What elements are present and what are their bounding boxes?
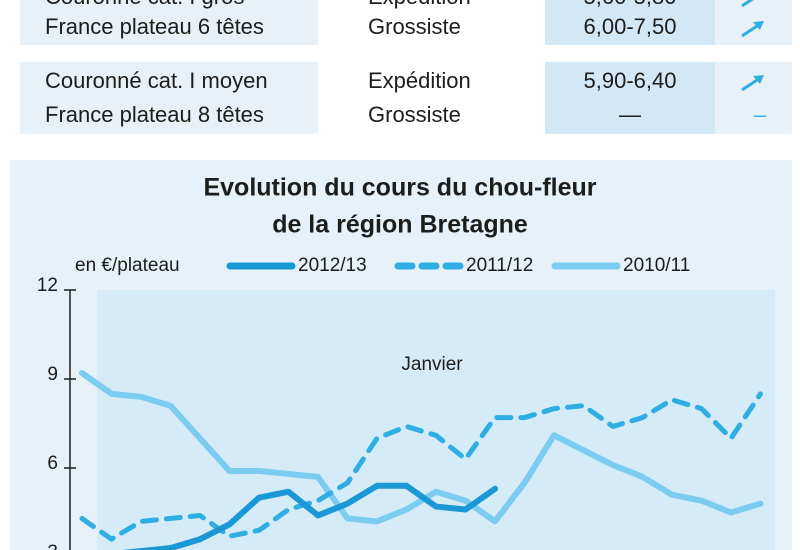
- y-tick-label: 12: [37, 275, 58, 296]
- cell-bg: [20, 0, 318, 45]
- chart-title: de la région Bretagne: [272, 211, 528, 239]
- trend-arrow: [741, 0, 754, 8]
- series-line: [79, 391, 763, 542]
- legend-label: 2010/11: [623, 255, 690, 276]
- cell-bg: [545, 0, 715, 45]
- cell-bg: [20, 62, 318, 134]
- unit-label: en €/plateau: [75, 255, 180, 276]
- product: France plateau 8 têtes: [45, 102, 264, 127]
- series-line: [79, 370, 764, 525]
- y-tick-label: 3: [47, 542, 58, 550]
- price: 5,60-5,80: [584, 0, 677, 9]
- trend-arrow-head: [753, 75, 764, 84]
- channel: Grossiste: [368, 14, 461, 39]
- plot-area: [97, 290, 775, 550]
- series-line: [121, 482, 498, 550]
- trend-arrow-head: [753, 21, 764, 30]
- price: 6,00-7,50: [584, 14, 677, 39]
- product: Couronné cat. I gros: [45, 0, 244, 9]
- product: France plateau 6 têtes: [45, 14, 264, 39]
- annotation: Janvier: [401, 354, 463, 375]
- trend: –: [754, 102, 767, 127]
- price: —: [619, 102, 641, 127]
- product: Couronné cat. I moyen: [45, 68, 268, 93]
- y-tick-label: 6: [47, 453, 58, 474]
- cell-bg: [715, 62, 792, 134]
- channel: Expédition: [368, 68, 471, 93]
- cell-bg: [545, 62, 715, 134]
- chart-title: Evolution du cours du chou-fleur: [203, 174, 596, 202]
- legend-label: 2012/13: [298, 255, 367, 276]
- price-table: [20, 0, 792, 134]
- price: 5,90-6,40: [584, 68, 677, 93]
- channel: Expédition: [368, 0, 471, 9]
- channel: Grossiste: [368, 102, 461, 127]
- legend-label: 2011/12: [466, 255, 533, 276]
- y-tick-label: 9: [47, 364, 58, 385]
